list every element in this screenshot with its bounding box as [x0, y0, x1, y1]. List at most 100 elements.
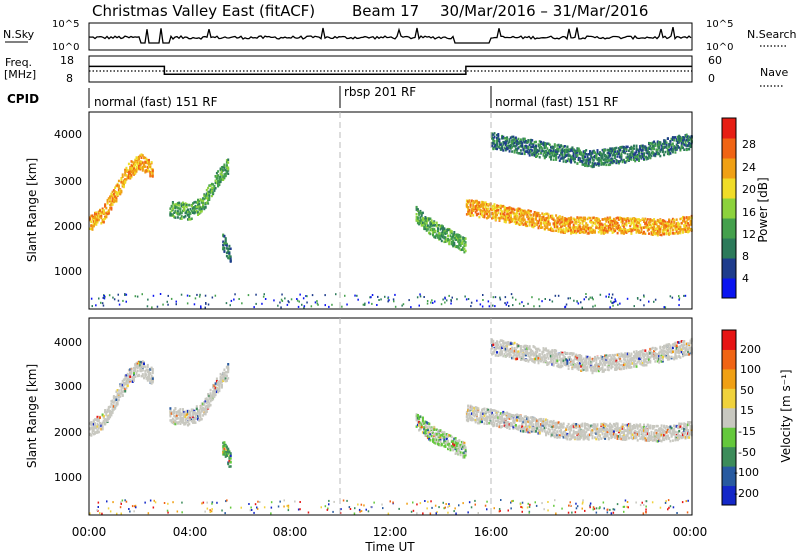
data-point	[516, 143, 519, 146]
data-point	[492, 212, 495, 215]
data-point	[581, 306, 583, 309]
data-point	[479, 212, 482, 216]
data-point	[651, 152, 654, 155]
data-point	[455, 236, 458, 240]
data-point	[654, 222, 657, 225]
data-point	[450, 240, 453, 244]
data-point	[582, 159, 585, 162]
data-point	[658, 152, 661, 156]
data-point	[670, 219, 673, 222]
data-point	[567, 217, 570, 220]
data-point	[104, 423, 107, 426]
data-point	[683, 143, 686, 146]
data-point	[607, 163, 610, 167]
data-point	[131, 172, 134, 175]
data-point	[306, 295, 308, 298]
data-point	[136, 163, 139, 166]
data-point	[513, 220, 516, 224]
data-point	[650, 142, 653, 145]
data-point	[639, 147, 642, 151]
data-point	[415, 208, 418, 211]
data-point	[138, 164, 140, 168]
data-point	[523, 209, 526, 213]
data-point	[605, 230, 608, 233]
data-point	[599, 151, 601, 154]
data-point	[540, 151, 542, 155]
data-point	[488, 413, 491, 417]
data-point	[514, 144, 517, 148]
data-point	[548, 228, 551, 231]
data-point	[630, 156, 633, 159]
data-point	[110, 402, 113, 406]
data-point	[526, 145, 529, 148]
data-point	[508, 212, 511, 215]
data-point	[139, 160, 142, 164]
data-point	[496, 413, 498, 416]
data-point	[502, 410, 505, 414]
data-point	[604, 158, 607, 161]
data-point	[96, 218, 99, 222]
data-point	[210, 398, 213, 402]
data-point	[601, 225, 604, 228]
data-point	[117, 186, 120, 189]
data-point	[452, 448, 455, 452]
data-point	[114, 396, 117, 399]
data-point	[627, 219, 630, 222]
data-point	[684, 144, 687, 147]
data-point	[567, 297, 569, 300]
data-point	[306, 301, 308, 304]
data-point	[606, 157, 609, 160]
data-point	[501, 413, 504, 416]
data-point	[220, 377, 223, 380]
data-point	[449, 231, 452, 234]
data-point	[641, 149, 644, 152]
data-point	[229, 460, 232, 464]
data-point	[526, 220, 529, 224]
data-point	[426, 302, 429, 305]
data-point	[508, 424, 511, 427]
data-point	[176, 207, 179, 210]
data-point	[558, 159, 561, 162]
data-point	[204, 397, 207, 401]
data-point	[517, 146, 520, 149]
data-point	[661, 219, 664, 222]
data-point	[491, 208, 493, 212]
data-point	[619, 146, 622, 149]
data-point	[440, 436, 443, 440]
data-point	[641, 218, 644, 221]
data-point	[555, 153, 558, 157]
data-point	[562, 149, 565, 153]
data-point	[482, 203, 485, 207]
data-point	[546, 222, 549, 226]
data-point	[509, 136, 512, 139]
data-point	[564, 306, 566, 309]
data-point	[572, 229, 575, 232]
data-point	[452, 442, 455, 446]
data-point	[419, 220, 422, 223]
data-point	[561, 156, 564, 160]
data-point	[135, 156, 138, 159]
data-point	[597, 158, 600, 161]
data-point	[508, 417, 511, 420]
data-point	[504, 420, 507, 424]
data-point	[207, 303, 210, 306]
data-point	[227, 449, 230, 452]
data-point	[459, 248, 462, 252]
data-point	[176, 417, 179, 420]
data-point	[214, 187, 217, 190]
data-point	[545, 155, 547, 158]
data-point	[188, 413, 191, 416]
data-point	[459, 244, 462, 247]
data-point	[134, 363, 137, 366]
data-point	[109, 415, 112, 419]
data-point	[109, 198, 112, 202]
data-point	[584, 155, 586, 159]
data-point	[475, 199, 478, 203]
data-point	[316, 300, 318, 303]
data-point	[501, 419, 504, 422]
data-point	[543, 155, 546, 158]
data-point	[547, 220, 550, 224]
data-point	[532, 144, 535, 147]
data-point	[605, 159, 608, 162]
data-point	[634, 159, 637, 163]
